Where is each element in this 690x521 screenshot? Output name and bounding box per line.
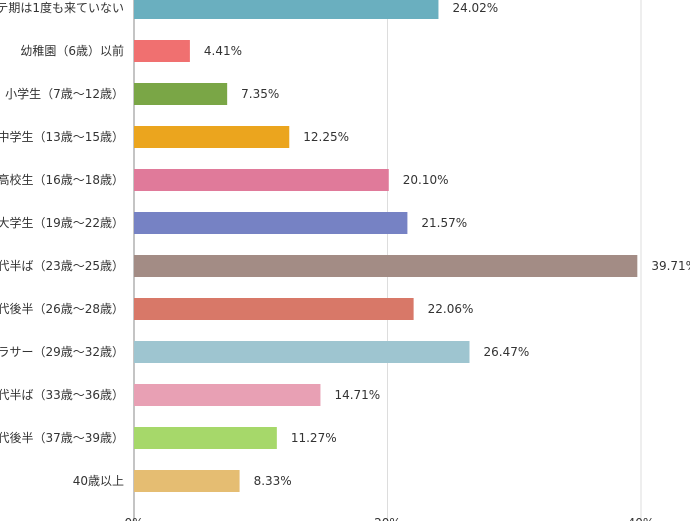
category-label: テ期は1度も来ていない [0,0,124,15]
bar [134,83,228,105]
category-label: 40歳以上 [73,474,124,488]
bar [134,341,470,363]
category-label: ラサー（29歳〜32歳） [0,345,124,359]
x-tick-label: 0% [124,516,143,521]
category-label: 小学生（7歳〜12歳） [5,86,124,101]
value-label: 12.25% [303,130,349,144]
bar [134,470,240,492]
value-label: 8.33% [254,474,292,488]
bar [134,212,408,234]
bar [134,298,414,320]
category-label: 代後半（37歳〜39歳） [0,431,124,445]
category-label: 幼稚園（6歳）以前 [20,43,124,58]
value-labels: 24.02% 4.41% 7.35% 12.25% 20.10% 21.57% 39.71%… [204,1,690,488]
bar [134,40,190,62]
value-label: 7.35% [241,87,279,101]
bars [134,0,638,492]
bar [134,384,321,406]
value-label: 24.02% [452,1,498,15]
category-label: 中学生（13歳〜15歳） [0,129,124,144]
value-label: 21.57% [421,216,467,230]
value-label: 4.41% [204,44,242,58]
bar [134,255,638,277]
value-label: 20.10% [403,173,449,187]
category-label: 代半ば（33歳〜36歳） [0,388,124,402]
value-label: 26.47% [484,345,530,359]
x-tick-label: 40% [628,516,655,521]
bar [134,169,389,191]
bar [134,126,290,148]
value-label: 22.06% [428,302,474,316]
bar [134,0,439,19]
value-label: 14.71% [334,388,380,402]
bar [134,427,277,449]
category-label: 大学生（19歳〜22歳） [0,215,124,230]
category-label: 代後半（26歳〜28歳） [0,302,124,316]
x-tick-label: 20% [374,516,401,521]
category-label: 代半ば（23歳〜25歳） [0,259,124,273]
x-axis-ticks: 0% 20% 40% [124,516,654,521]
category-label: 高校生（16歳〜18歳） [0,172,124,187]
value-label: 11.27% [291,431,337,445]
value-label: 39.71% [651,259,690,273]
